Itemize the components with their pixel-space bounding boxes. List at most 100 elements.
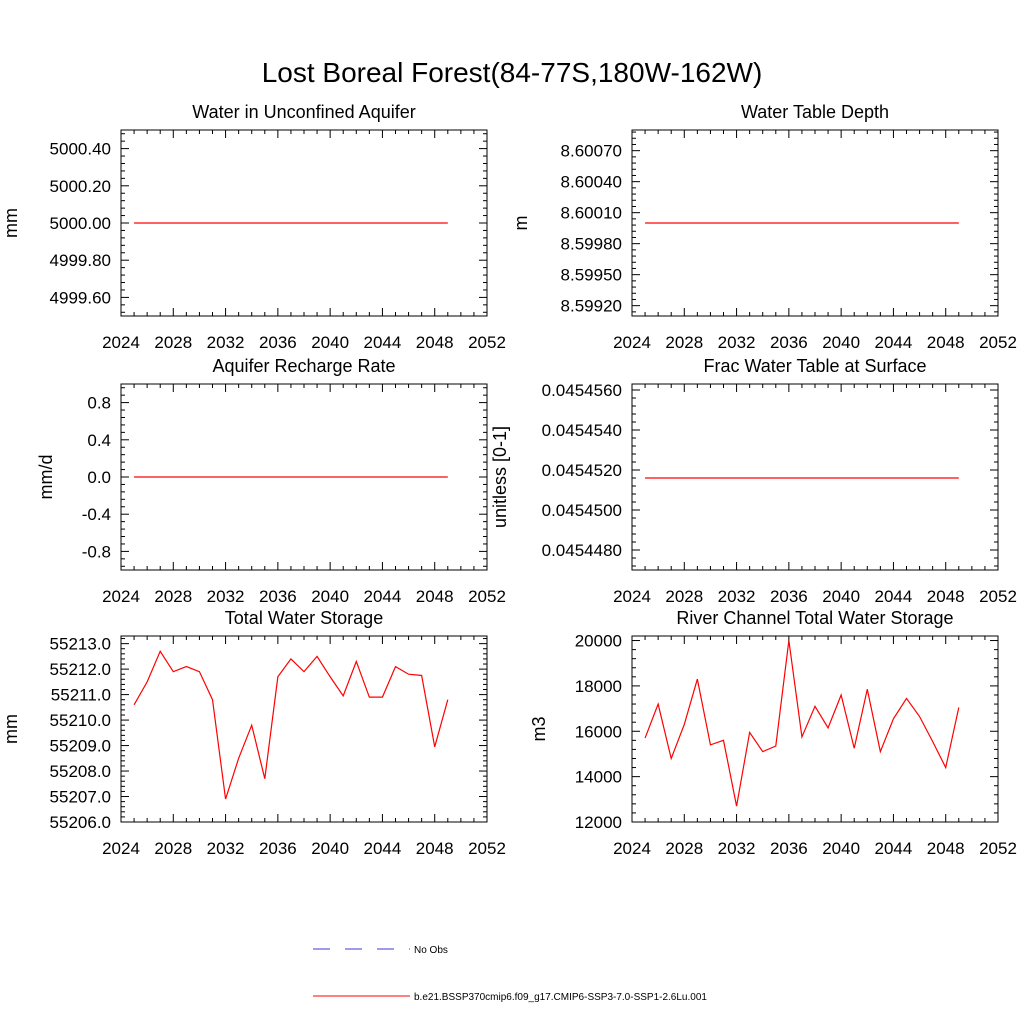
plot-frame [631, 383, 999, 571]
y-tick-label: 55208.0 [50, 762, 111, 781]
x-tick-label: 2048 [416, 333, 454, 352]
x-tick-label: 2048 [927, 587, 965, 606]
y-tick-label: 20000 [575, 632, 622, 651]
chart-panel-6: River Channel Total Water Storage 2024 202… [529, 608, 1017, 858]
x-tick-label: 2040 [822, 839, 860, 858]
x-tick-label: 2044 [364, 333, 402, 352]
x-tick-label: 2036 [259, 333, 297, 352]
x-tick-label: 2024 [613, 333, 651, 352]
x-tick-label: 2040 [311, 839, 349, 858]
chart-title: Water Table Depth [741, 102, 889, 122]
x-tick-label: 2024 [102, 839, 140, 858]
y-tick-label: 5000.00 [50, 214, 111, 233]
y-tick-label: -0.4 [82, 505, 111, 524]
y-tick-label: 55209.0 [50, 737, 111, 756]
x-tick-label: 2024 [102, 333, 140, 352]
y-tick-label: 5000.40 [50, 140, 111, 159]
chart-title: Frac Water Table at Surface [703, 356, 926, 376]
legend-label-no-obs: No Obs [414, 945, 448, 956]
x-tick-label: 2036 [770, 587, 808, 606]
chart-title: Total Water Storage [225, 608, 383, 628]
x-tick-label: 2024 [613, 587, 651, 606]
x-tick-label: 2028 [665, 333, 703, 352]
y-tick-label: 5000.20 [50, 177, 111, 196]
chart-panel-5: Total Water Storage 2024 2028 2032 2036 2040 2… [1, 608, 506, 858]
x-tick-label: 2052 [979, 587, 1017, 606]
x-tick-label: 2032 [718, 333, 756, 352]
x-tick-label: 2028 [154, 587, 192, 606]
x-tick-label: 2036 [770, 333, 808, 352]
chart-panel-2: Water Table Depth 2024 2028 2032 2036 2040 204… [511, 102, 1017, 352]
x-tick-label: 2032 [207, 333, 245, 352]
x-tick-label: 2028 [665, 839, 703, 858]
x-tick-label: 2052 [979, 333, 1017, 352]
y-tick-label: -0.8 [82, 542, 111, 561]
y-tick-label: 0.0454540 [542, 421, 622, 440]
page-title: Lost Boreal Forest(84-77S,180W-162W) [262, 57, 763, 88]
y-tick-label: 0.0 [87, 468, 111, 487]
y-axis-label: m3 [529, 716, 549, 741]
x-tick-label: 2044 [875, 587, 913, 606]
x-tick-label: 2044 [364, 587, 402, 606]
y-tick-label: 4999.60 [50, 288, 111, 307]
y-tick-label: 55213.0 [50, 635, 111, 654]
x-tick-label: 2032 [718, 839, 756, 858]
x-tick-label: 2052 [468, 839, 506, 858]
chart-panel-4: Frac Water Table at Surface 2024 2028 2032 2… [490, 356, 1017, 606]
x-tick-label: 2048 [927, 839, 965, 858]
plot-frame [120, 635, 488, 823]
x-tick-label: 2028 [665, 587, 703, 606]
x-tick-label: 2048 [416, 839, 454, 858]
y-tick-label: 18000 [575, 677, 622, 696]
x-tick-label: 2044 [364, 839, 402, 858]
legend-label-model-run: b.e21.BSSP370cmip6.f09_g17.CMIP6-SSP3-7.… [414, 992, 707, 1003]
x-tick-label: 2024 [613, 839, 651, 858]
y-tick-label: 55207.0 [50, 788, 111, 807]
x-tick-label: 2036 [259, 587, 297, 606]
x-tick-label: 2052 [468, 333, 506, 352]
y-tick-label: 8.59980 [561, 235, 622, 254]
y-tick-label: 55211.0 [51, 686, 111, 705]
x-tick-label: 2040 [311, 333, 349, 352]
x-tick-label: 2040 [311, 587, 349, 606]
chart-title: Aquifer Recharge Rate [212, 356, 395, 376]
x-tick-label: 2032 [718, 587, 756, 606]
x-tick-label: 2044 [875, 333, 913, 352]
x-tick-label: 2028 [154, 333, 192, 352]
y-tick-label: 55206.0 [50, 813, 111, 832]
x-tick-label: 2024 [102, 587, 140, 606]
chart-panels: Water in Unconfined Aquifer 2024 2028 2032 2… [1, 102, 1017, 858]
chart-title: Water in Unconfined Aquifer [192, 102, 415, 122]
y-tick-label: 0.0454560 [542, 381, 622, 400]
y-tick-label: 8.59950 [561, 266, 622, 285]
y-axis-label: mm [1, 714, 21, 744]
plot-frame [631, 635, 999, 823]
y-axis-label: mm [1, 208, 21, 238]
chart-panel-1: Water in Unconfined Aquifer 2024 2028 2032 2… [1, 102, 506, 352]
y-tick-label: 16000 [575, 722, 622, 741]
y-tick-label: 4999.80 [50, 251, 111, 270]
y-tick-label: 8.59920 [561, 297, 622, 316]
x-tick-label: 2048 [416, 587, 454, 606]
series-line-1 [644, 640, 960, 807]
y-tick-label: 14000 [575, 768, 622, 787]
x-tick-label: 2032 [207, 587, 245, 606]
x-tick-label: 2048 [927, 333, 965, 352]
y-tick-label: 55210.0 [50, 711, 111, 730]
series-line-1 [133, 650, 449, 800]
x-tick-label: 2036 [770, 839, 808, 858]
y-tick-label: 55212.0 [50, 660, 111, 679]
y-tick-label: 12000 [575, 813, 622, 832]
y-tick-label: 0.8 [87, 394, 111, 413]
y-tick-label: 8.60010 [561, 204, 622, 223]
x-tick-label: 2052 [979, 839, 1017, 858]
chart-panel-3: Aquifer Recharge Rate 2024 2028 2032 2036 204… [36, 356, 506, 606]
y-tick-label: 0.0454520 [542, 461, 622, 480]
legend: No Obs b.e21.BSSP370cmip6.f09_g17.CMIP6-… [313, 945, 707, 1003]
y-tick-label: 0.0454480 [542, 541, 622, 560]
y-tick-label: 0.4 [87, 431, 111, 450]
y-tick-label: 0.0454500 [542, 501, 622, 520]
y-axis-label: m [511, 216, 531, 231]
